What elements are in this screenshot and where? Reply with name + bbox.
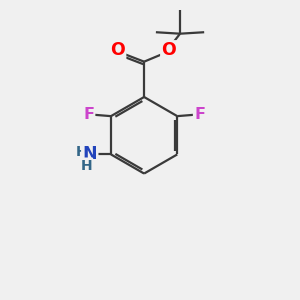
Text: O: O bbox=[161, 41, 176, 59]
Text: H: H bbox=[76, 145, 87, 159]
Text: F: F bbox=[194, 107, 205, 122]
Text: H: H bbox=[80, 159, 92, 172]
Text: O: O bbox=[110, 41, 125, 59]
Text: N: N bbox=[82, 146, 97, 164]
Text: F: F bbox=[83, 107, 94, 122]
